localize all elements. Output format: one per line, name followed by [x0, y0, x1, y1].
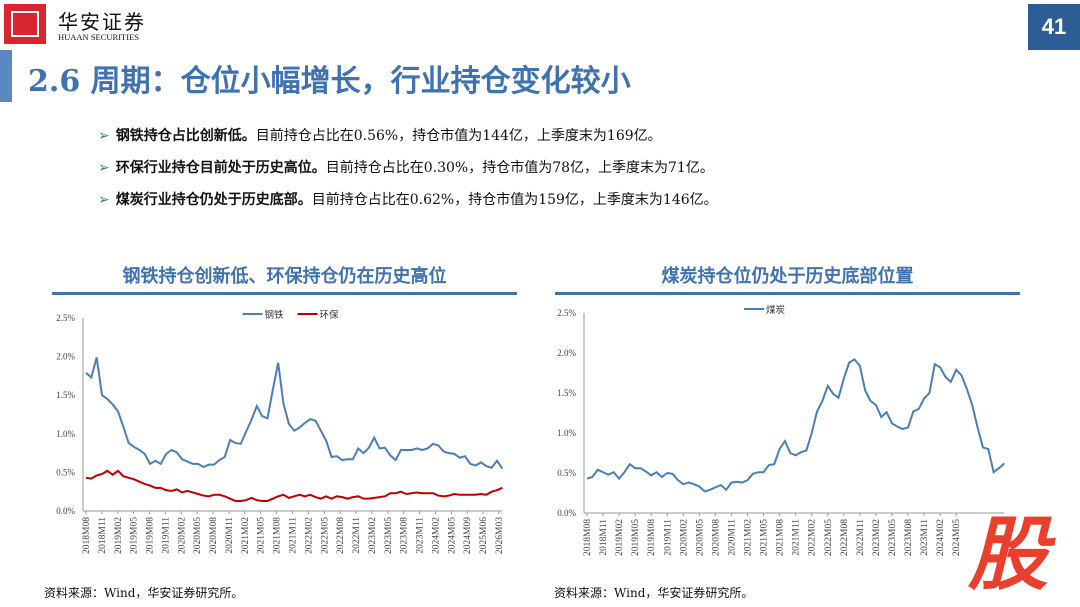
x-tick-label: 2021M08 — [776, 519, 786, 556]
x-tick-label: 2019M11 — [161, 517, 171, 554]
y-tick-label: 0.5% — [56, 467, 75, 477]
x-tick-label: 2020M08 — [711, 519, 721, 556]
page-title: 2.6 周期：仓位小幅增长，行业持仓变化较小 — [28, 64, 631, 99]
x-tick-label: 2023M11 — [416, 517, 426, 554]
x-tick-label: 2022M05 — [824, 519, 834, 556]
chart-coal: 0.0% 0.5% 1.0% 1.5% 2.0% 2.5% 2018M08 2018M11 20… — [557, 304, 1005, 556]
y-tick-label: 0.5% — [557, 468, 576, 478]
x-tick-label: 2020M05 — [695, 519, 705, 556]
x-tick-label: 2018M11 — [599, 519, 609, 556]
y-tick-label: 1.5% — [56, 390, 75, 400]
x-tick-label: 2024M05 — [447, 517, 457, 554]
x-tick-label: 2019M05 — [130, 517, 140, 554]
x-tick-label: 2022M08 — [336, 517, 346, 554]
y-tick-label: 0.0% — [56, 506, 75, 516]
x-tick-label: 2020M02 — [679, 519, 689, 556]
x-tick-label: 2021M05 — [257, 517, 267, 554]
x-tick-label: 2019M02 — [615, 519, 625, 556]
x-tick-label: 2021M08 — [273, 517, 283, 554]
arrow-icon: ➢ — [98, 192, 110, 208]
x-tick-label: 2020M05 — [193, 517, 203, 554]
logo-text-cn: 华安证券 — [58, 10, 146, 34]
chart-title-right: 煤炭持仓位仍处于历史底部位置 — [661, 266, 914, 287]
bullet-env: ➢ 环保行业持仓目前处于历史高位。目前持仓占比在0.30%，持仓市值为78亿，上季… — [98, 160, 714, 176]
x-tick-label: 2019M05 — [631, 519, 641, 556]
y-tick-label: 0.0% — [557, 508, 576, 518]
chart-steel-env: 0.0% 0.5% 1.0% 1.5% 2.0% 2.5% 2018M08 2018M11 20… — [56, 309, 505, 554]
y-tick-label: 2.0% — [557, 348, 576, 358]
x-tick-label: 2021M02 — [241, 517, 251, 554]
divider — [555, 292, 1020, 295]
x-tick-label: 2018M11 — [98, 517, 108, 554]
x-tick-label: 2025M06 — [479, 517, 489, 554]
y-tick-label: 2.5% — [56, 313, 75, 323]
x-tick-label: 2023M08 — [400, 517, 410, 554]
watermark-logo: 股 — [968, 508, 1048, 601]
y-tick-label: 1.0% — [557, 428, 576, 438]
page-number: 41 — [1028, 4, 1080, 50]
x-tick-label: 2019M11 — [663, 519, 673, 556]
x-tick-label: 2023M05 — [384, 517, 394, 554]
logo-mark — [4, 4, 46, 44]
x-tick-label: 2022M11 — [856, 519, 866, 556]
x-tick-label: 2020M11 — [225, 517, 235, 554]
title-accent-bar — [0, 50, 12, 102]
legend-label: 钢铁 — [265, 309, 285, 321]
chart-title-left: 钢铁持仓创新低、环保持仓仍在历史高位 — [122, 266, 447, 287]
y-tick-label: 2.0% — [56, 352, 75, 362]
x-tick-label: 2022M02 — [808, 519, 818, 556]
x-tick-label: 2018M08 — [583, 519, 593, 556]
y-tick-label: 2.5% — [557, 308, 576, 318]
x-tick-label: 2021M11 — [289, 517, 299, 554]
x-tick-label: 2024M05 — [952, 519, 962, 556]
x-tick-label: 2023M02 — [368, 517, 378, 554]
series-line-1 — [85, 469, 503, 502]
series-line-0 — [586, 358, 1005, 493]
x-tick-label: 2023M08 — [904, 519, 914, 556]
x-tick-label: 2023M02 — [872, 519, 882, 556]
x-tick-label: 2020M08 — [209, 517, 219, 554]
x-tick-label: 2024M09 — [463, 517, 473, 554]
logo-text-en: HUAAN SECURITIES — [58, 32, 139, 42]
y-tick-label: 1.0% — [56, 429, 75, 439]
legend-label: 环保 — [320, 309, 340, 321]
source-left: 资料来源：Wind，华安证券研究所。 — [44, 586, 244, 600]
x-tick-label: 2024M02 — [431, 517, 441, 554]
x-tick-label: 2022M11 — [352, 517, 362, 554]
y-tick-label: 1.5% — [557, 388, 576, 398]
x-tick-label: 2018M08 — [82, 517, 92, 554]
x-tick-label: 2026M03 — [495, 517, 505, 554]
legend-label: 煤炭 — [766, 304, 786, 316]
x-tick-label: 2022M05 — [320, 517, 330, 554]
x-tick-label: 2020M02 — [177, 517, 187, 554]
x-tick-label: 2021M02 — [744, 519, 754, 556]
x-tick-label: 2024M02 — [936, 519, 946, 556]
x-tick-label: 2020M11 — [727, 519, 737, 556]
x-tick-label: 2023M11 — [920, 519, 930, 556]
bullet-coal: ➢ 煤炭行业持仓仍处于历史底部。目前持仓占比在0.62%，持仓市值为159亿，上季… — [98, 192, 718, 208]
source-right: 资料来源：Wind，华安证券研究所。 — [554, 586, 754, 600]
x-tick-label: 2019M08 — [647, 519, 657, 556]
arrow-icon: ➢ — [98, 160, 110, 176]
divider — [52, 292, 517, 295]
x-tick-label: 2019M02 — [114, 517, 124, 554]
x-tick-label: 2023M05 — [888, 519, 898, 556]
bullet-steel: ➢ 钢铁持仓占比创新低。目前持仓占比在0.56%，持仓市值为144亿，上季度末为1… — [98, 128, 662, 144]
x-tick-label: 2021M11 — [792, 519, 802, 556]
x-tick-label: 2022M02 — [304, 517, 314, 554]
series-line-0 — [85, 357, 504, 470]
x-tick-label: 2021M05 — [760, 519, 770, 556]
arrow-icon: ➢ — [98, 128, 110, 144]
x-tick-label: 2022M08 — [840, 519, 850, 556]
x-tick-label: 2019M08 — [146, 517, 156, 554]
